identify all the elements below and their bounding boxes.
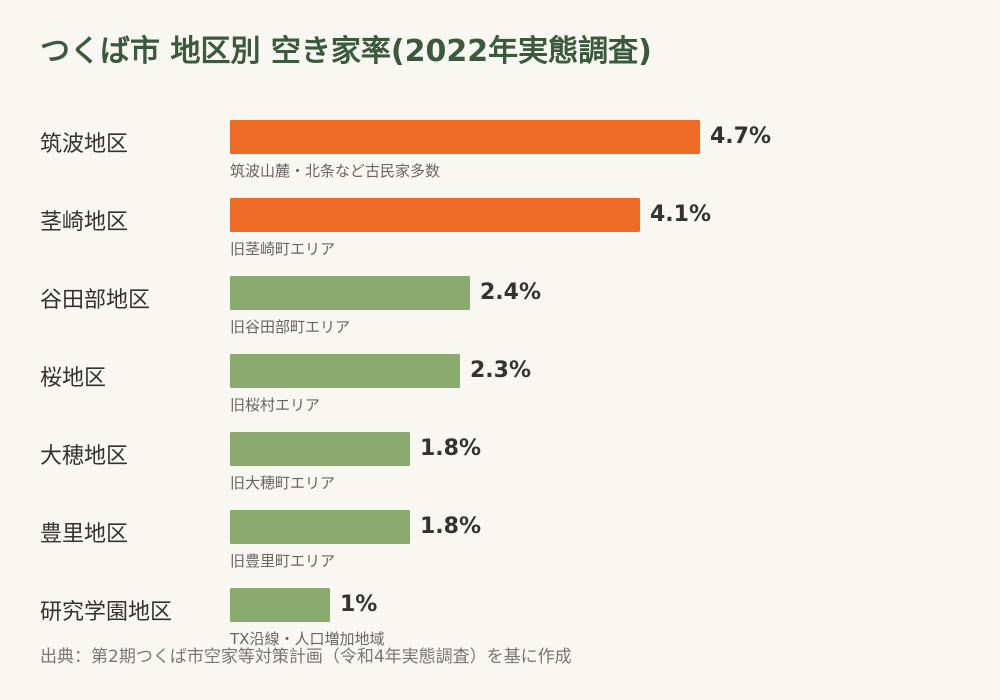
bar (230, 588, 330, 622)
region-label: 筑波地区 (40, 132, 129, 157)
bar-row: 豊里地区 1.8% 旧豊里町エリア (0, 510, 1000, 588)
area-note: 旧豊里町エリア (230, 552, 336, 570)
value-label: 1.8% (420, 514, 482, 539)
value-label: 1.8% (420, 436, 482, 461)
value-label: 2.4% (480, 280, 542, 305)
area-note: 旧大穂町エリア (230, 474, 336, 492)
region-label: 谷田部地区 (40, 288, 151, 313)
value-label: 4.1% (650, 202, 712, 227)
region-label: 研究学園地区 (40, 600, 173, 625)
value-label: 4.7% (710, 124, 772, 149)
bar (230, 276, 470, 310)
bar (230, 432, 410, 466)
bar (230, 510, 410, 544)
region-label: 茎崎地区 (40, 210, 129, 235)
area-note: 旧谷田部町エリア (230, 318, 351, 336)
region-label: 大穂地区 (40, 444, 129, 469)
bar (230, 354, 460, 388)
bar-row: 茎崎地区 4.1% 旧茎崎町エリア (0, 198, 1000, 276)
bar-row: 筑波地区 4.7% 筑波山麓・北条など古民家多数 (0, 120, 1000, 198)
bar-row: 谷田部地区 2.4% 旧谷田部町エリア (0, 276, 1000, 354)
area-note: 旧桜村エリア (230, 396, 321, 414)
value-label: 2.3% (470, 358, 532, 383)
bar-row: 研究学園地区 1% TX沿線・人口増加地域 (0, 588, 1000, 666)
region-label: 桜地区 (40, 366, 107, 391)
area-note: TX沿線・人口増加地域 (230, 630, 385, 648)
bar (230, 120, 700, 154)
chart-title: つくば市 地区別 空き家率(2022年実態調査) (40, 34, 652, 69)
bar-row: 桜地区 2.3% 旧桜村エリア (0, 354, 1000, 432)
value-label: 1% (340, 592, 378, 617)
area-note: 筑波山麓・北条など古民家多数 (230, 162, 441, 180)
region-label: 豊里地区 (40, 522, 129, 547)
bar (230, 198, 640, 232)
bar-row: 大穂地区 1.8% 旧大穂町エリア (0, 432, 1000, 510)
source-note: 出典：第2期つくば市空家等対策計画（令和4年実態調査）を基に作成 (40, 647, 572, 667)
area-note: 旧茎崎町エリア (230, 240, 336, 258)
